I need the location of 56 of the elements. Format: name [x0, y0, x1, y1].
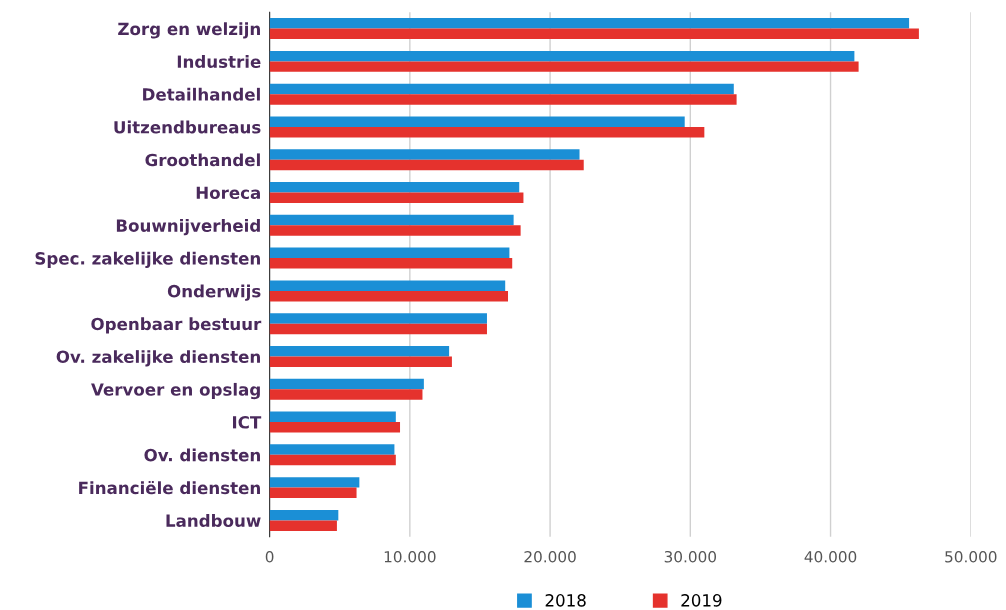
- bar: [269, 28, 919, 40]
- y-tick-label: Vervoer en opslag: [91, 382, 260, 400]
- bar: [269, 116, 685, 127]
- bar: [269, 477, 360, 488]
- bar: [269, 411, 396, 423]
- bar: [269, 159, 584, 171]
- y-tick-label: Landbouw: [166, 514, 261, 527]
- bar: [269, 509, 339, 521]
- bar: [269, 345, 450, 357]
- bar: [269, 149, 580, 160]
- bar: [269, 290, 509, 302]
- bar: [269, 356, 452, 367]
- bar: [269, 192, 524, 204]
- bar: [269, 454, 396, 466]
- y-tick-label: Zorg en welzijn: [118, 22, 260, 39]
- y-tick-label: Financiële diensten: [79, 481, 260, 495]
- x-tick-label: 40.000: [804, 550, 857, 563]
- y-tick-label: Ov. zakelijke diensten: [56, 350, 260, 367]
- bar: [269, 378, 424, 390]
- bar: [269, 61, 859, 72]
- bar: [269, 83, 734, 95]
- bar: [269, 422, 401, 433]
- bar: [269, 182, 520, 193]
- y-tick-label: Groothandel: [145, 153, 260, 167]
- bar: [269, 225, 521, 236]
- legend-label: 2019: [681, 594, 722, 607]
- bar: [269, 313, 487, 324]
- bar: [269, 50, 855, 62]
- x-tick-label: 30.000: [664, 550, 717, 563]
- x-tick-label: 10.000: [384, 550, 436, 563]
- bar: [269, 18, 910, 29]
- bar: [269, 487, 357, 499]
- x-tick-label: 20.000: [524, 550, 576, 563]
- x-tick-label: 0: [265, 550, 274, 563]
- x-tick-label: 50.000: [945, 550, 997, 563]
- y-tick-label: Bouwnijverheid: [116, 218, 260, 236]
- y-tick-label: Openbaar bestuur: [91, 317, 262, 334]
- bar: [269, 247, 510, 259]
- bar: [269, 94, 737, 105]
- y-tick-label: Ov. diensten: [144, 448, 260, 462]
- y-tick-label: Horeca: [196, 186, 260, 200]
- y-tick-label: Industrie: [177, 55, 261, 68]
- bar: [269, 214, 514, 226]
- bar: [269, 126, 705, 138]
- bar: [269, 280, 506, 291]
- bar: [269, 258, 513, 269]
- bar: [269, 323, 487, 335]
- y-tick-label: Uitzendbureaus: [114, 120, 261, 134]
- bar: [269, 389, 423, 400]
- y-tick-label: ICT: [233, 416, 262, 429]
- legend-label: 2018: [545, 594, 586, 607]
- y-tick-label: Spec. zakelijke diensten: [35, 251, 260, 269]
- bar: [269, 520, 337, 531]
- y-tick-label: Detailhandel: [143, 87, 260, 101]
- bar: [269, 444, 395, 455]
- y-tick-label: Onderwijs: [167, 284, 261, 301]
